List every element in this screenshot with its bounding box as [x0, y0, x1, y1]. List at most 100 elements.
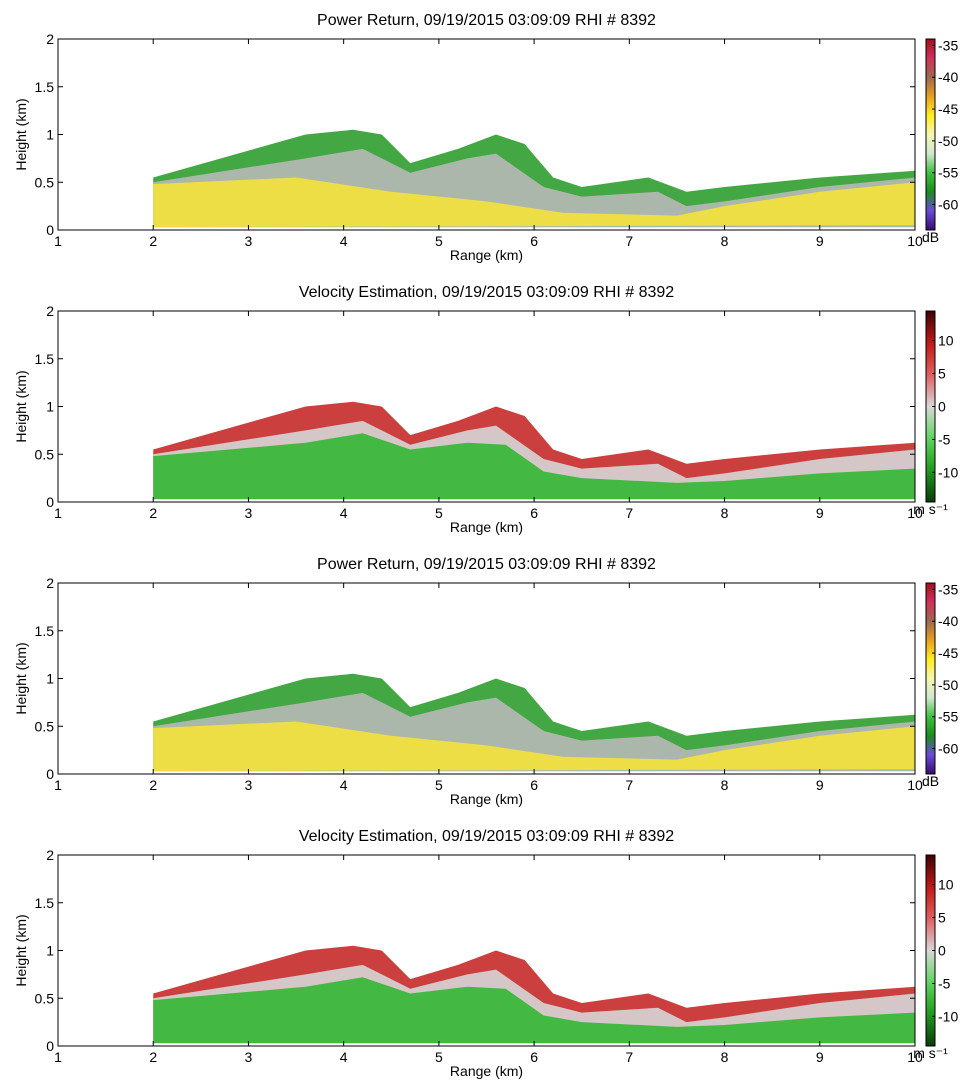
x-tick-label: 2 [149, 233, 157, 249]
y-tick-label: 1.5 [35, 351, 55, 367]
colorbar-tick-label: 5 [938, 366, 946, 382]
colorbar-tick-label: -55 [938, 709, 958, 725]
colorbar-tick-label: -35 [938, 581, 958, 597]
x-tick-label: 2 [149, 1049, 157, 1065]
y-tick-label: 0 [46, 1038, 54, 1054]
x-tick-label: 5 [435, 1049, 443, 1065]
x-tick-label: 3 [245, 233, 253, 249]
colorbar-label: dB [922, 229, 939, 245]
colorbar-tick-label: 0 [938, 399, 946, 415]
x-tick-label: 8 [721, 1049, 729, 1065]
x-tick-label: 4 [340, 233, 348, 249]
x-tick-label: 1 [54, 777, 62, 793]
x-tick-label: 7 [625, 505, 633, 521]
y-tick-label: 2 [46, 31, 54, 47]
x-tick-label: 10 [907, 233, 923, 249]
echo-region [153, 721, 915, 774]
x-axis-label: Range (km) [450, 519, 523, 535]
x-tick-label: 9 [816, 233, 824, 249]
x-tick-label: 5 [435, 505, 443, 521]
x-tick-label: 8 [721, 777, 729, 793]
x-tick-label: 1 [54, 233, 62, 249]
x-tick-label: 6 [530, 1049, 538, 1065]
x-axis-label: Range (km) [450, 791, 523, 807]
y-tick-label: 2 [46, 847, 54, 863]
echo-region [153, 977, 915, 1046]
chart-title: Power Return, 09/19/2015 03:09:09 RHI # … [317, 12, 656, 29]
x-tick-label: 7 [625, 1049, 633, 1065]
y-tick-label: 0 [46, 494, 54, 510]
x-tick-label: 4 [340, 1049, 348, 1065]
x-tick-label: 7 [625, 233, 633, 249]
colorbar-tick-label: -50 [938, 677, 958, 693]
colorbar-tick-label: -10 [938, 464, 958, 480]
x-tick-label: 6 [530, 777, 538, 793]
colorbar-tick-label: -40 [938, 613, 958, 629]
x-tick-label: 4 [340, 777, 348, 793]
x-tick-label: 9 [816, 777, 824, 793]
y-tick-label: 1 [46, 943, 54, 959]
x-axis-label: Range (km) [450, 1063, 523, 1079]
colorbar-tick-label: -60 [938, 741, 958, 757]
x-tick-label: 2 [149, 777, 157, 793]
colorbar-tick-label: 10 [938, 333, 954, 349]
x-tick-label: 9 [816, 505, 824, 521]
x-tick-label: 3 [245, 505, 253, 521]
y-tick-label: 0.5 [35, 174, 55, 190]
echo-region [153, 433, 915, 502]
echo-region [153, 177, 915, 230]
x-tick-label: 4 [340, 505, 348, 521]
colorbar-tick-label: 10 [938, 877, 954, 893]
y-tick-label: 1 [46, 671, 54, 687]
chart-title: Velocity Estimation, 09/19/2015 03:09:09… [299, 828, 674, 845]
y-tick-label: 0.5 [35, 446, 55, 462]
y-tick-label: 1 [46, 399, 54, 415]
x-tick-label: 9 [816, 1049, 824, 1065]
y-axis-label: Height (km) [13, 370, 29, 442]
x-tick-label: 6 [530, 505, 538, 521]
colorbar-label: m s⁻¹ [913, 501, 948, 517]
y-tick-label: 0.5 [35, 990, 55, 1006]
x-tick-label: 10 [907, 777, 923, 793]
x-tick-label: 5 [435, 777, 443, 793]
colorbar-tick-label: -35 [938, 37, 958, 53]
y-tick-label: 0 [46, 766, 54, 782]
y-axis-label: Height (km) [13, 98, 29, 170]
chart-title: Velocity Estimation, 09/19/2015 03:09:09… [299, 284, 674, 301]
colorbar [925, 38, 936, 231]
x-tick-label: 5 [435, 233, 443, 249]
y-tick-label: 1.5 [35, 895, 55, 911]
y-tick-label: 1.5 [35, 623, 55, 639]
x-tick-label: 10 [907, 505, 923, 521]
x-tick-label: 1 [54, 505, 62, 521]
chart-title: Power Return, 09/19/2015 03:09:09 RHI # … [317, 556, 656, 573]
colorbar-tick-label: -60 [938, 197, 958, 213]
colorbar-tick-label: -55 [938, 165, 958, 181]
y-tick-label: 2 [46, 303, 54, 319]
y-axis-label: Height (km) [13, 642, 29, 714]
y-tick-label: 0 [46, 222, 54, 238]
y-tick-label: 1 [46, 127, 54, 143]
y-tick-label: 1.5 [35, 79, 55, 95]
colorbar-label: dB [922, 773, 939, 789]
y-axis-label: Height (km) [13, 914, 29, 986]
colorbar-tick-label: -50 [938, 133, 958, 149]
x-tick-label: 7 [625, 777, 633, 793]
colorbar-label: m s⁻¹ [913, 1045, 948, 1061]
colorbar-tick-label: -40 [938, 69, 958, 85]
colorbar-tick-label: -5 [938, 975, 951, 991]
y-tick-label: 0.5 [35, 718, 55, 734]
colorbar [925, 582, 936, 775]
x-tick-label: 8 [721, 233, 729, 249]
x-tick-label: 2 [149, 505, 157, 521]
colorbar-tick-label: 5 [938, 910, 946, 926]
colorbar-tick-label: -5 [938, 431, 951, 447]
x-tick-label: 8 [721, 505, 729, 521]
x-axis-label: Range (km) [450, 247, 523, 263]
colorbar-tick-label: 0 [938, 943, 946, 959]
x-tick-label: 10 [907, 1049, 923, 1065]
x-tick-label: 3 [245, 777, 253, 793]
colorbar-tick-label: -10 [938, 1008, 958, 1024]
x-tick-label: 1 [54, 1049, 62, 1065]
